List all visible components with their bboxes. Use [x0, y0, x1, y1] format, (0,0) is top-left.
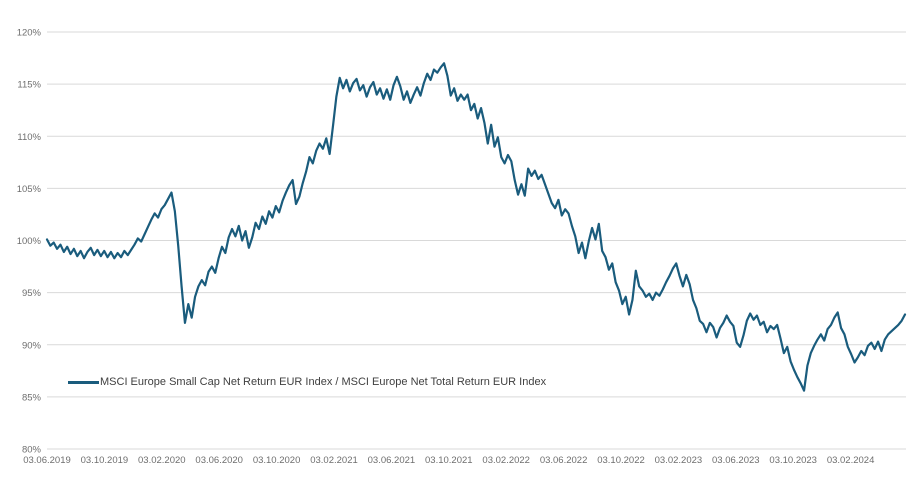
y-axis-label: 90%	[22, 340, 42, 351]
x-axis-label: 03.10.2021	[425, 455, 473, 466]
y-axis-label: 105%	[17, 184, 42, 195]
x-axis-label: 03.10.2023	[769, 455, 817, 466]
x-axis-label: 03.10.2020	[253, 455, 301, 466]
y-axis-label: 85%	[22, 392, 42, 403]
legend: MSCI Europe Small Cap Net Return EUR Ind…	[68, 374, 546, 390]
x-axis-label: 03.10.2022	[597, 455, 645, 466]
y-axis-label: 115%	[17, 80, 41, 91]
x-axis-label: 03.02.2020	[138, 455, 186, 466]
legend-label: MSCI Europe Small Cap Net Return EUR Ind…	[100, 376, 547, 388]
x-axis-label: 03.02.2022	[482, 455, 530, 466]
x-axis-label: 03.06.2022	[540, 455, 588, 466]
x-axis-label: 03.06.2020	[195, 455, 243, 466]
x-axis-label: 03.02.2024	[827, 455, 875, 466]
y-axis-label: 100%	[17, 236, 42, 247]
legend-line-swatch	[68, 380, 99, 384]
series-line	[45, 62, 907, 392]
x-axis-label: 03.10.2019	[81, 455, 129, 466]
x-axis-label: 03.06.2023	[712, 455, 760, 466]
x-axis-label: 03.02.2021	[310, 455, 358, 466]
x-axis-label: 03.02.2023	[655, 455, 703, 466]
x-axis-label: 03.06.2021	[368, 455, 416, 466]
y-axis-label: 95%	[22, 288, 42, 299]
y-axis-label: 80%	[22, 445, 42, 456]
y-axis-label: 120%	[17, 28, 42, 39]
y-axis-label: 110%	[17, 132, 41, 143]
x-axis-label: 03.06.2019	[23, 455, 71, 466]
